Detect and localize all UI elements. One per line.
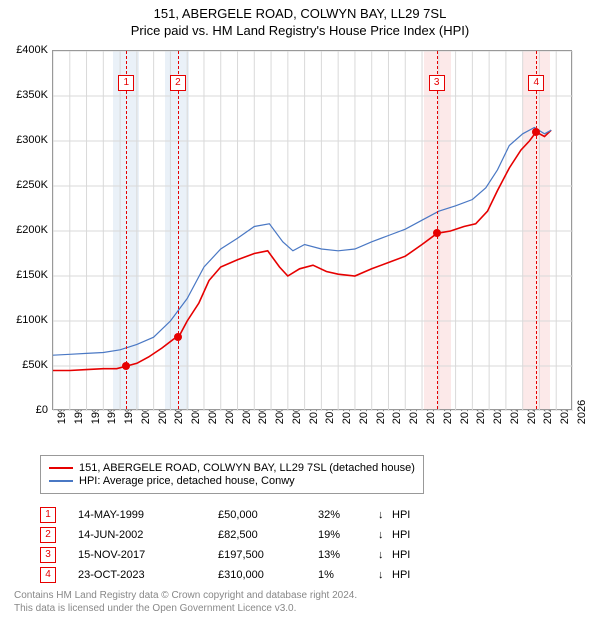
event-row-pct: 13% [318,549,378,561]
event-row-index: 2 [40,527,56,543]
x-tick-label: 2026 [576,400,588,424]
chart-page: 151, ABERGELE ROAD, COLWYN BAY, LL29 7SL… [0,0,600,620]
event-marker-box: 1 [118,75,134,91]
chart-title: 151, ABERGELE ROAD, COLWYN BAY, LL29 7SL [0,6,600,21]
legend-label: 151, ABERGELE ROAD, COLWYN BAY, LL29 7SL… [79,462,415,474]
events-table: 114-MAY-1999£50,00032%↓HPI214-JUN-2002£8… [40,505,410,585]
event-row-vs: HPI [392,549,410,561]
y-tick-label: £350K [16,89,48,101]
y-tick-label: £300K [16,134,48,146]
chart-titles: 151, ABERGELE ROAD, COLWYN BAY, LL29 7SL… [0,0,600,38]
legend-swatch [49,467,73,469]
event-row-date: 14-JUN-2002 [78,529,218,541]
event-row-date: 14-MAY-1999 [78,509,218,521]
event-row-price: £82,500 [218,529,318,541]
event-row-pct: 32% [318,509,378,521]
y-tick-label: £50K [22,359,48,371]
footer-line: This data is licensed under the Open Gov… [14,603,357,616]
event-marker-dot [532,128,540,136]
y-tick-label: £250K [16,179,48,191]
event-row-vs: HPI [392,509,410,521]
event-row-vs: HPI [392,569,410,581]
arrow-down-icon: ↓ [378,549,392,561]
legend-label: HPI: Average price, detached house, Conw… [79,475,295,487]
event-row: 3 15-NOV-2017£197,50013%↓HPI [40,545,410,565]
event-row-index: 1 [40,507,56,523]
chart-lines [53,51,573,411]
y-tick-label: £150K [16,269,48,281]
series-line-hpi [53,128,551,356]
y-tick-label: £400K [16,44,48,56]
legend-item: 151, ABERGELE ROAD, COLWYN BAY, LL29 7SL… [49,462,415,474]
legend-swatch [49,480,73,482]
event-row: 2 14-JUN-2002£82,50019%↓HPI [40,525,410,545]
arrow-down-icon: ↓ [378,569,392,581]
event-row-price: £50,000 [218,509,318,521]
event-row-date: 23-OCT-2023 [78,569,218,581]
event-row: 4 23-OCT-2023£310,0001%↓HPI [40,565,410,585]
event-row-price: £197,500 [218,549,318,561]
event-row-pct: 1% [318,569,378,581]
y-tick-label: £200K [16,224,48,236]
event-row-vs: HPI [392,529,410,541]
event-row-date: 15-NOV-2017 [78,549,218,561]
event-row-price: £310,000 [218,569,318,581]
event-row-pct: 19% [318,529,378,541]
chart-subtitle: Price paid vs. HM Land Registry's House … [0,23,600,38]
chart-legend: 151, ABERGELE ROAD, COLWYN BAY, LL29 7SL… [40,455,424,494]
series-line-property [53,130,551,370]
event-marker-box: 4 [528,75,544,91]
event-row-index: 3 [40,547,56,563]
event-marker-box: 2 [170,75,186,91]
y-tick-label: £100K [16,314,48,326]
footer-line: Contains HM Land Registry data © Crown c… [14,590,357,603]
arrow-down-icon: ↓ [378,529,392,541]
chart-footer: Contains HM Land Registry data © Crown c… [14,590,357,615]
event-marker-dot [433,229,441,237]
event-row-index: 4 [40,567,56,583]
event-marker-dot [122,362,130,370]
event-marker-box: 3 [429,75,445,91]
chart-plot-area: 1 2 3 4 [52,50,572,410]
legend-item: HPI: Average price, detached house, Conw… [49,475,415,487]
event-marker-dot [174,333,182,341]
arrow-down-icon: ↓ [378,509,392,521]
event-row: 1 14-MAY-1999£50,00032%↓HPI [40,505,410,525]
y-tick-label: £0 [36,404,48,416]
